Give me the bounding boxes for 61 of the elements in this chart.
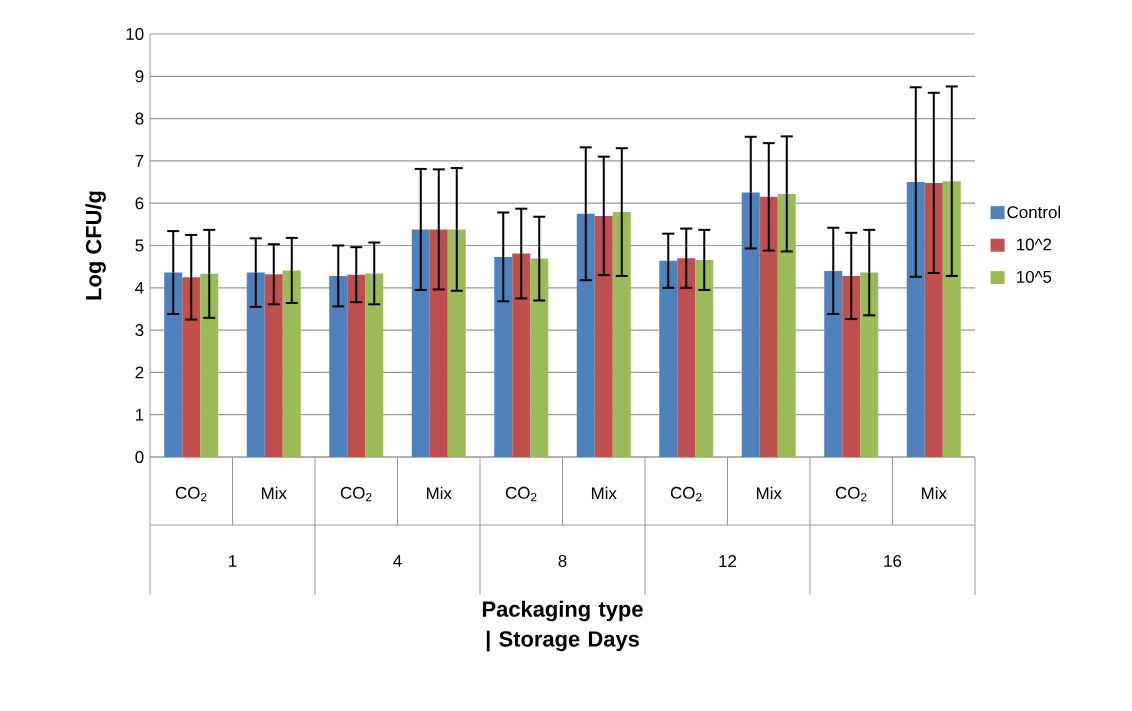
bar xyxy=(576,213,595,457)
bar xyxy=(329,275,348,457)
bar xyxy=(447,229,466,457)
bar xyxy=(411,229,430,457)
y-tick-label: 5 xyxy=(135,239,144,252)
bar xyxy=(677,258,696,457)
x-tick-label: CO$_{2}$ xyxy=(670,486,702,502)
bar xyxy=(906,182,925,457)
bar xyxy=(282,270,301,457)
y-axis-title: Log CFU/g xyxy=(85,191,106,300)
y-tick-label: 3 xyxy=(135,324,144,337)
text: 1 xyxy=(229,555,237,567)
text: 12 xyxy=(719,555,737,567)
bar xyxy=(246,272,265,457)
bar xyxy=(860,272,879,457)
bar xyxy=(347,274,366,457)
bar xyxy=(594,215,613,457)
legend-label: 10^5 xyxy=(1017,270,1052,283)
bar xyxy=(759,196,778,457)
bar xyxy=(530,258,549,457)
bar xyxy=(182,277,201,457)
y-tick-label: 2 xyxy=(135,366,144,379)
x-tick-label: Mix xyxy=(426,486,452,500)
bar xyxy=(429,229,448,457)
y-tick-label: 6 xyxy=(135,197,144,210)
x-tick-label: Mix xyxy=(591,486,617,500)
x-tick-label: CO$_{2}$ xyxy=(505,486,537,502)
legend-label: 10^2 xyxy=(1017,238,1052,251)
x-tick-label: Mix xyxy=(756,486,782,500)
bar xyxy=(659,260,678,457)
bar xyxy=(824,270,843,457)
bar xyxy=(494,256,513,457)
x-tick-label: CO$_{2}$ xyxy=(175,486,207,502)
x-axis-title: Packaging type | Storage Days xyxy=(482,600,643,652)
x-tick-label: CO$_{2}$ xyxy=(340,486,372,502)
y-tick-label: 10 xyxy=(126,28,144,40)
y-tick-label: 9 xyxy=(135,70,144,83)
bar xyxy=(695,259,714,457)
bar xyxy=(924,182,943,457)
bar xyxy=(942,181,961,457)
bar xyxy=(512,253,531,457)
bar xyxy=(741,192,760,457)
x-tick-label: CO$_{2}$ xyxy=(835,486,867,502)
y-tick-label: 4 xyxy=(135,281,144,294)
legend-label: Control xyxy=(1007,205,1061,219)
bar xyxy=(842,275,861,457)
x-tick-label: Mix xyxy=(921,486,947,500)
text: 4 xyxy=(393,555,402,567)
y-tick-label: 7 xyxy=(135,155,144,167)
text: 8 xyxy=(558,555,567,567)
text: 16 xyxy=(884,555,902,567)
y-tick-label: 1 xyxy=(136,408,144,421)
bar xyxy=(200,273,219,457)
bar xyxy=(164,272,183,457)
bar xyxy=(264,274,283,457)
y-tick-label: 0 xyxy=(135,451,144,463)
bar xyxy=(365,273,384,457)
x-tick-label: Mix xyxy=(261,486,287,500)
bar xyxy=(777,193,796,457)
y-tick-label: 8 xyxy=(135,112,144,125)
bar xyxy=(612,212,631,457)
